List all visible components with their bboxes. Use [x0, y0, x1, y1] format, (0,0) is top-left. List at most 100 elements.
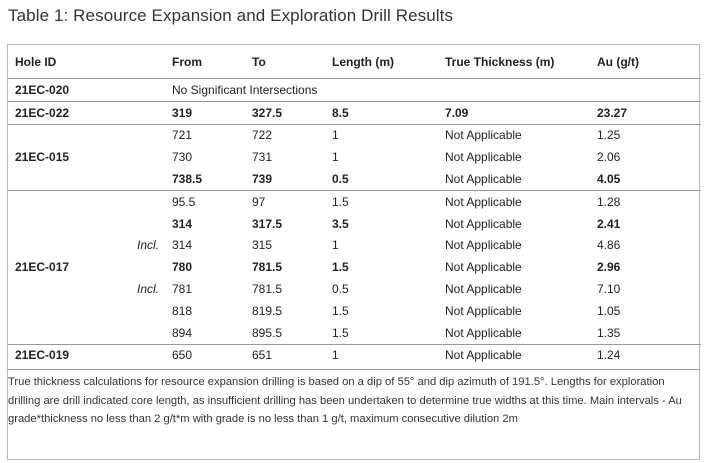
to-value: 819.5 [252, 303, 283, 318]
from-value: 780 [172, 260, 193, 275]
hole-id [8, 168, 103, 191]
hole-id: 21EC-017 [15, 260, 70, 275]
true-thickness-value: 7.09 [438, 101, 590, 125]
from-value: 314 [172, 238, 193, 253]
au-value: 7.10 [597, 282, 621, 297]
to-value: 781.5 [252, 282, 283, 297]
incl-label [103, 124, 165, 146]
true-thickness-value: Not Applicable [445, 216, 522, 231]
length-value: 8.5 [325, 101, 438, 125]
table-row: 21EC-022 319 327.5 8.5 7.09 23.27 [8, 101, 701, 125]
header-to: To [245, 45, 325, 79]
from-value: 95.5 [172, 194, 196, 209]
true-thickness-value: Not Applicable [445, 303, 522, 318]
au-value: 1.24 [597, 348, 621, 363]
from-value: 818 [172, 303, 193, 318]
au-value: 4.05 [590, 168, 701, 191]
to-value: 327.5 [245, 101, 325, 125]
drill-results-table: Hole ID From To Length (m) True Thicknes… [7, 44, 701, 460]
table-row: 721 722 1 Not Applicable 1.25 [8, 124, 701, 146]
to-value: 781.5 [252, 260, 283, 275]
incl-label: Incl. [136, 238, 159, 253]
length-value: 1 [332, 128, 339, 143]
to-value: 739 [245, 168, 325, 191]
hole-id [8, 300, 103, 322]
hole-id: 21EC-019 [15, 348, 70, 363]
incl-label [103, 300, 165, 322]
incl-label [103, 78, 165, 102]
incl-label [103, 101, 165, 125]
length-value: 1 [332, 238, 339, 253]
length-value: 0.5 [332, 282, 349, 297]
header-incl [103, 45, 165, 79]
from-value: 319 [165, 101, 245, 125]
au-value: 4.86 [597, 238, 621, 253]
au-value: 1.05 [597, 303, 621, 318]
incl-label [103, 321, 165, 345]
incl-label [103, 344, 165, 366]
au-value: 2.41 [597, 216, 621, 231]
hole-id [8, 124, 103, 146]
true-thickness-value: Not Applicable [445, 282, 522, 297]
table-title: Table 1: Resource Expansion and Explorat… [8, 6, 454, 25]
hole-id: 21EC-020 [8, 78, 103, 102]
length-value: 1 [332, 150, 339, 165]
true-thickness-value: Not Applicable [445, 260, 522, 275]
table-row: 738.5 739 0.5 Not Applicable 4.05 [8, 168, 701, 191]
length-value: 1.5 [332, 260, 349, 275]
to-value: 731 [252, 150, 273, 165]
table-row: 21EC-020 No Significant Intersections [8, 78, 701, 102]
no-intersection-note: No Significant Intersections [165, 78, 701, 102]
from-value: 650 [172, 348, 193, 363]
table-footnote: True thickness calculations for resource… [8, 376, 682, 425]
incl-label [103, 146, 165, 168]
hole-id [8, 278, 103, 300]
to-value: 651 [252, 348, 273, 363]
table-row: 818 819.5 1.5 Not Applicable 1.05 [8, 300, 701, 322]
incl-label [103, 213, 165, 235]
from-value: 738.5 [165, 168, 245, 191]
from-value: 314 [172, 216, 193, 231]
length-value: 0.5 [325, 168, 438, 191]
true-thickness-value: Not Applicable [445, 128, 522, 143]
to-value: 895.5 [245, 321, 325, 345]
table-row: Incl. 781 781.5 0.5 Not Applicable 7.10 [8, 278, 701, 300]
length-value: 3.5 [332, 216, 349, 231]
note-divider [7, 369, 700, 370]
to-value: 97 [252, 194, 266, 209]
hole-id: 21EC-022 [8, 101, 103, 125]
to-value: 722 [252, 128, 273, 143]
table-row: Incl. 314 315 1 Not Applicable 4.86 [8, 235, 701, 257]
length-value: 1.5 [325, 321, 438, 345]
header-hole-id: Hole ID [8, 45, 103, 79]
table-header-row: Hole ID From To Length (m) True Thicknes… [8, 45, 701, 79]
from-value: 730 [172, 150, 193, 165]
hole-id [8, 321, 103, 345]
incl-label [103, 256, 165, 278]
table-row: 21EC-019 650 651 1 Not Applicable 1.24 [8, 344, 701, 366]
to-value: 315 [252, 238, 273, 253]
true-thickness-value: Not Applicable [445, 194, 522, 209]
from-value: 721 [172, 128, 193, 143]
true-thickness-value: Not Applicable [445, 348, 522, 363]
au-value: 2.96 [597, 260, 621, 275]
au-value: 1.25 [597, 128, 621, 143]
true-thickness-value: Not Applicable [445, 238, 522, 253]
incl-label: Incl. [136, 282, 159, 297]
header-from: From [165, 45, 245, 79]
to-value: 317.5 [252, 216, 283, 231]
header-true-thickness: True Thickness (m) [438, 45, 590, 79]
hole-id [8, 213, 103, 235]
au-value: 1.35 [590, 321, 701, 345]
header-length: Length (m) [325, 45, 438, 79]
true-thickness-value: Not Applicable [438, 168, 590, 191]
table-row: 21EC-017 780 781.5 1.5 Not Applicable 2.… [8, 256, 701, 278]
incl-label [103, 190, 165, 212]
au-value: 1.28 [597, 194, 621, 209]
au-value: 23.27 [590, 101, 701, 125]
table-row: 21EC-015 730 731 1 Not Applicable 2.06 [8, 146, 701, 168]
length-value: 1 [332, 348, 339, 363]
length-value: 1.5 [332, 303, 349, 318]
hole-id: 21EC-015 [15, 150, 70, 165]
hole-id [8, 190, 103, 212]
